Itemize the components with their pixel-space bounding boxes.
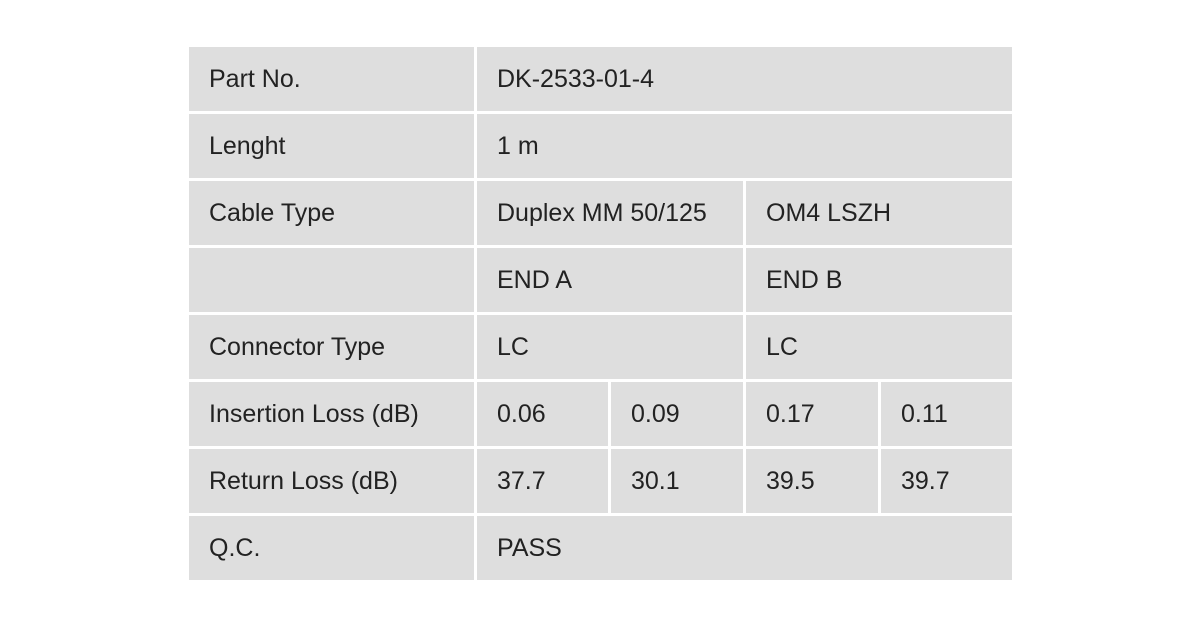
cell-value: 39.7 (881, 449, 1012, 513)
row-label: Q.C. (189, 516, 474, 580)
cell-value: 0.09 (611, 382, 743, 446)
cell-value: Duplex MM 50/125 (477, 181, 743, 245)
cell-value: LC (477, 315, 743, 379)
row-label: Connector Type (189, 315, 474, 379)
cell-value: 0.11 (881, 382, 1012, 446)
cell-value: OM4 LSZH (746, 181, 1012, 245)
cell-value: 37.7 (477, 449, 608, 513)
cell-value: 0.06 (477, 382, 608, 446)
cell-value: END B (746, 248, 1012, 312)
cell-value: 30.1 (611, 449, 743, 513)
cell-value: 0.17 (746, 382, 878, 446)
row-label: Part No. (189, 47, 474, 111)
cell-value: 1 m (477, 114, 1012, 178)
row-label (189, 248, 474, 312)
cell-value: PASS (477, 516, 1012, 580)
row-label: Return Loss (dB) (189, 449, 474, 513)
cell-value: 39.5 (746, 449, 878, 513)
row-label: Lenght (189, 114, 474, 178)
cell-value: DK-2533-01-4 (477, 47, 1012, 111)
row-label: Insertion Loss (dB) (189, 382, 474, 446)
cell-value: END A (477, 248, 743, 312)
cell-value: LC (746, 315, 1012, 379)
row-label: Cable Type (189, 181, 474, 245)
